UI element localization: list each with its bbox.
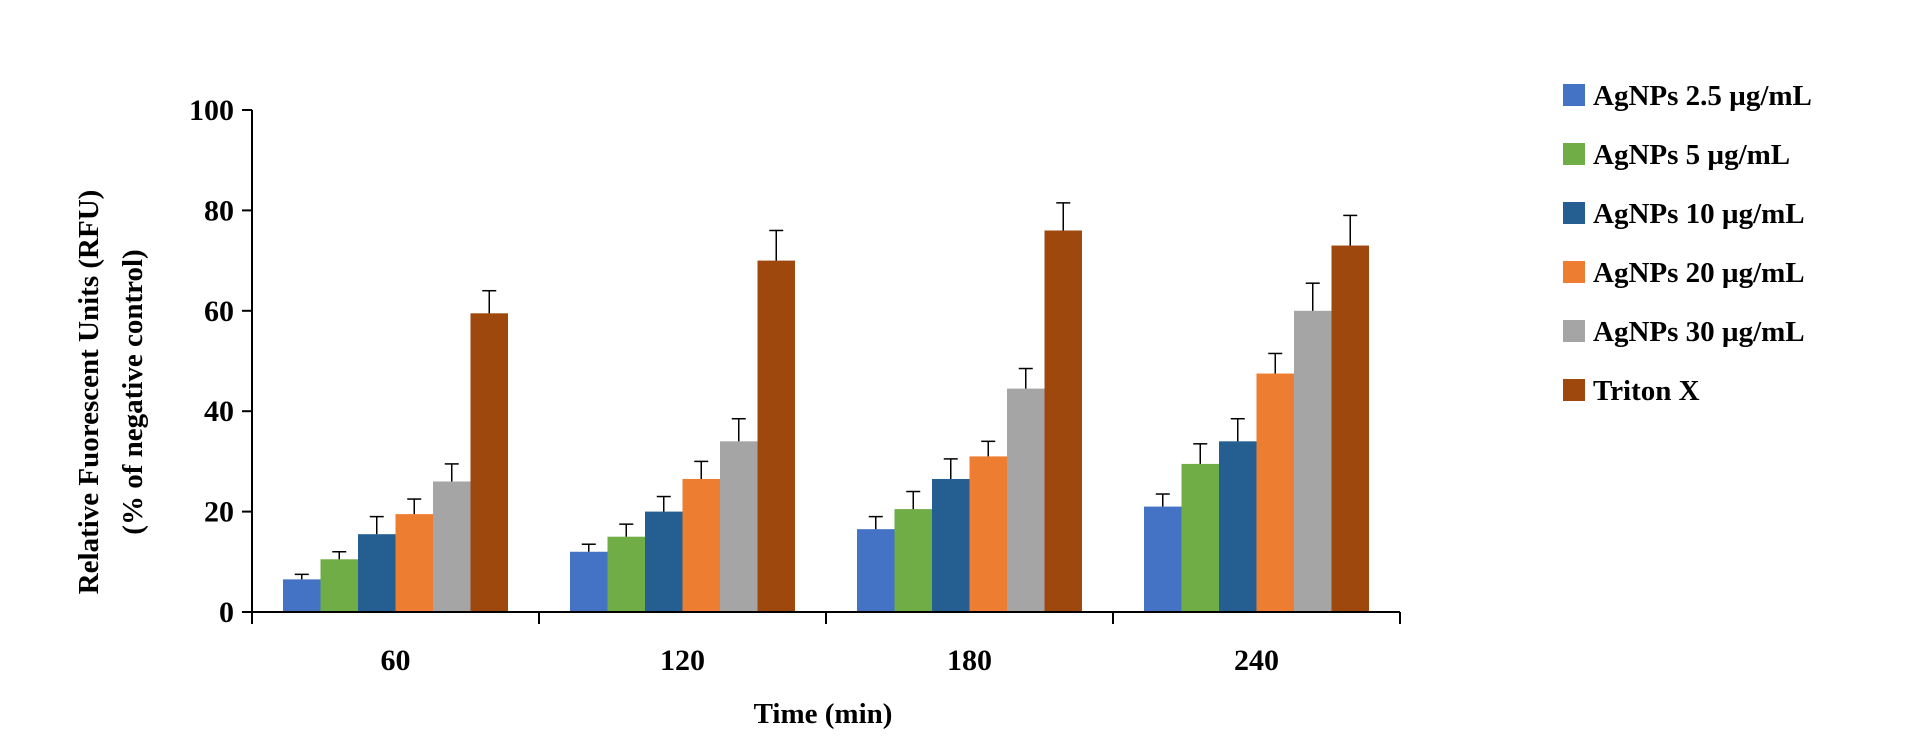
x-tick-label: 60 bbox=[381, 644, 411, 677]
bars bbox=[283, 202, 1369, 613]
x-axis: 60 120 180 240 bbox=[251, 611, 1401, 677]
legend-swatch bbox=[1563, 143, 1585, 165]
legend-swatch bbox=[1563, 379, 1585, 401]
bar bbox=[1294, 310, 1332, 612]
bar bbox=[1256, 373, 1294, 612]
y-tick-label: 20 bbox=[204, 496, 234, 529]
bar bbox=[894, 509, 932, 612]
y-tick-label: 80 bbox=[204, 194, 234, 227]
bar bbox=[283, 579, 321, 612]
x-tick-label: 240 bbox=[1234, 644, 1279, 677]
bar bbox=[932, 478, 970, 612]
bar bbox=[433, 481, 471, 612]
legend-swatch bbox=[1563, 84, 1585, 106]
bar bbox=[857, 529, 895, 612]
y-tick-label: 40 bbox=[204, 395, 234, 428]
x-axis-title: Time (min) bbox=[754, 698, 893, 730]
legend-label: AgNPs 30 µg/mL bbox=[1593, 316, 1805, 348]
legend-label: Triton X bbox=[1593, 375, 1700, 407]
bar bbox=[1144, 506, 1182, 612]
bar bbox=[1331, 245, 1369, 613]
bar bbox=[757, 260, 795, 612]
bar bbox=[607, 536, 645, 612]
bar bbox=[720, 441, 758, 612]
y-tick-label: 100 bbox=[189, 94, 234, 127]
y-axis-title: Relative Fuorescent Units (RFU) bbox=[73, 190, 105, 595]
bar bbox=[1044, 230, 1082, 613]
legend-label: AgNPs 10 µg/mL bbox=[1593, 198, 1805, 230]
bar bbox=[1181, 463, 1219, 612]
x-tick-label: 120 bbox=[660, 644, 705, 677]
bar bbox=[358, 534, 396, 612]
bar bbox=[645, 511, 683, 612]
x-tick-label: 180 bbox=[947, 644, 992, 677]
y-tick-label: 60 bbox=[204, 295, 234, 328]
y-tick-label: 0 bbox=[219, 596, 234, 629]
bar bbox=[395, 514, 433, 612]
y-axis-subtitle: (% of negative control) bbox=[117, 249, 149, 534]
legend-label: AgNPs 2.5 µg/mL bbox=[1593, 80, 1812, 112]
legend-label: AgNPs 5 µg/mL bbox=[1593, 139, 1790, 171]
bar bbox=[969, 456, 1007, 612]
bar bbox=[320, 559, 358, 612]
bar bbox=[570, 551, 608, 612]
legend-swatch bbox=[1563, 261, 1585, 283]
legend: AgNPs 2.5 µg/mL AgNPs 5 µg/mL AgNPs 10 µg/… bbox=[1563, 80, 1812, 407]
y-axis: 0 20 40 60 80 100 bbox=[189, 94, 253, 629]
bar bbox=[470, 313, 508, 612]
legend-swatch bbox=[1563, 320, 1585, 342]
legend-label: AgNPs 20 µg/mL bbox=[1593, 257, 1805, 289]
bar bbox=[1007, 388, 1045, 612]
bar bbox=[682, 478, 720, 612]
bar bbox=[1219, 441, 1257, 612]
legend-swatch bbox=[1563, 202, 1585, 224]
